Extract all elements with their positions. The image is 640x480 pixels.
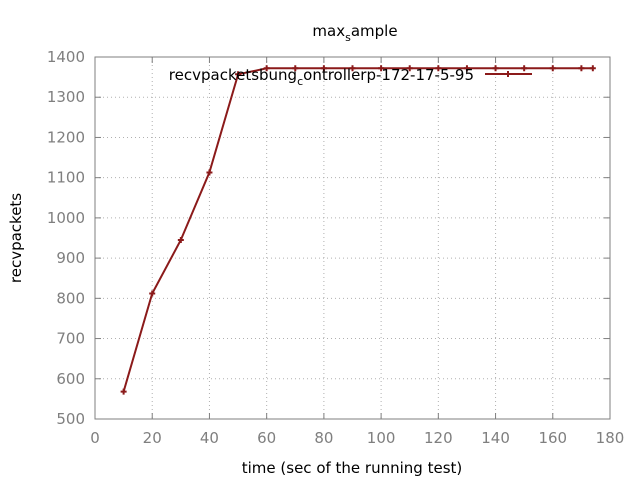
data-point-marker [406, 65, 413, 72]
data-point-marker [263, 65, 270, 72]
legend-label-sub: c [297, 75, 303, 88]
data-point-marker [120, 388, 127, 395]
chart-title-sub: s [345, 31, 351, 44]
legend-marker [505, 71, 511, 77]
y-tick-label: 800 [56, 289, 85, 307]
chart-title-rest: ample [351, 22, 398, 40]
legend-label: recvpacketsbungcontrollerp-172-17-5-95 [169, 66, 474, 88]
series-layer [120, 65, 596, 395]
x-tick-label: 20 [143, 429, 162, 447]
data-point-marker [320, 65, 327, 72]
data-point-marker [521, 65, 528, 72]
y-tick-label: 700 [56, 330, 85, 348]
y-tick-label: 1400 [47, 48, 85, 66]
x-tick-label: 140 [481, 429, 510, 447]
y-tick-label: 1200 [47, 128, 85, 146]
x-tick-label: 120 [424, 429, 453, 447]
x-axis-title: time (sec of the running test) [242, 459, 463, 477]
x-tick-label: 100 [367, 429, 396, 447]
x-tick-label: 40 [200, 429, 219, 447]
y-tick-label: 1000 [47, 209, 85, 227]
data-point-marker [549, 65, 556, 72]
data-point-marker [235, 71, 242, 78]
legend-label-rest: ontrollerp-172-17-5-95 [303, 66, 474, 84]
data-point-marker [589, 65, 596, 72]
chart-title-main: max [312, 22, 345, 40]
y-tick-label: 1100 [47, 169, 85, 187]
legend-label-main: recvpacketsbung [169, 66, 297, 84]
data-point-marker [206, 169, 213, 176]
grid-layer [95, 57, 610, 419]
data-point-marker [149, 290, 156, 297]
x-tick-label: 80 [314, 429, 333, 447]
y-tick-label: 600 [56, 370, 85, 388]
y-tick-label: 1300 [47, 88, 85, 106]
chart-title: maxsample [312, 22, 397, 44]
x-tick-label: 160 [538, 429, 567, 447]
data-point-marker [463, 65, 470, 72]
y-axis-title: recvpackets [7, 193, 25, 283]
y-tick-label: 500 [56, 410, 85, 428]
x-tick-label: 60 [257, 429, 276, 447]
data-point-marker [292, 65, 299, 72]
legend: recvpacketsbungcontrollerp-172-17-5-95 [169, 66, 532, 88]
data-point-marker [177, 237, 184, 244]
data-point-marker [578, 65, 585, 72]
data-point-marker [492, 65, 499, 72]
x-tick-label: 0 [90, 429, 100, 447]
data-point-marker [435, 65, 442, 72]
series-line [122, 67, 593, 392]
data-point-marker [378, 65, 385, 72]
y-tick-label: 900 [56, 249, 85, 267]
data-point-marker [349, 65, 356, 72]
tick-layer: 500 600 700 800 900 1000 1100 1200 1300 1400 0 20 40… [47, 48, 625, 447]
x-tick-label: 180 [596, 429, 625, 447]
plot-frame [94, 56, 611, 420]
